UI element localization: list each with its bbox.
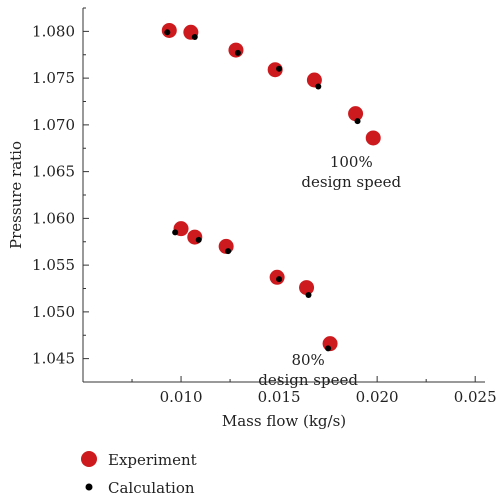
legend-experiment-marker — [81, 451, 97, 467]
calculation-point — [325, 345, 332, 352]
plot-area: 1.045 1.050 1.055 1.060 1.065 1.070 1.075 1.080… — [32, 7, 497, 406]
legend-calculation-marker — [85, 483, 93, 491]
legend-experiment-label: Experiment — [108, 451, 197, 469]
y-axis-label: Pressure ratio — [7, 141, 25, 249]
y-tick-label: 1.075 — [32, 69, 75, 87]
y-tick-label: 1.060 — [32, 209, 75, 227]
calculation-point — [276, 276, 283, 283]
x-tick-label: 0.010 — [160, 388, 203, 406]
annotations: 100% design speed 80% design speed — [258, 153, 401, 389]
y-tick-label: 1.045 — [32, 350, 75, 368]
x-axis-label: Mass flow (kg/s) — [222, 412, 346, 430]
calculation-point — [305, 292, 312, 299]
y-axis-ticks: 1.045 1.050 1.055 1.060 1.065 1.070 1.075 1.080 — [32, 7, 89, 383]
y-tick-label: 1.065 — [32, 163, 75, 181]
y-tick-label: 1.055 — [32, 256, 75, 274]
experiment-point — [365, 130, 381, 146]
calculation-point — [195, 236, 202, 243]
calculation-point — [276, 65, 283, 72]
y-tick-label: 1.070 — [32, 116, 75, 134]
x-tick-label: 0.015 — [258, 388, 301, 406]
calculation-point — [164, 29, 171, 36]
y-tick-label: 1.080 — [32, 22, 75, 40]
calculation-point — [191, 33, 198, 40]
experiment-point — [228, 42, 244, 58]
legend-calculation-label: Calculation — [108, 479, 195, 497]
annotation-design-speed: design speed — [301, 173, 401, 191]
experiment-point — [348, 106, 364, 122]
calculation-point — [225, 248, 232, 255]
y-tick-label: 1.050 — [32, 303, 75, 321]
x-axis-ticks: 0.010 0.015 0.020 0.025 — [131, 376, 497, 406]
annotation-design-speed: design speed — [258, 371, 358, 389]
experiment-point — [299, 280, 315, 296]
calculation-point — [315, 83, 322, 90]
calculation-series — [164, 29, 361, 352]
calculation-point — [172, 229, 179, 236]
x-tick-label: 0.025 — [454, 388, 497, 406]
annotation-speed-percent: 80% — [291, 351, 324, 369]
legend: Experiment Calculation — [81, 451, 197, 497]
calculation-point — [234, 49, 241, 56]
calculation-point — [354, 118, 361, 125]
annotation-speed-percent: 100% — [330, 153, 373, 171]
x-tick-label: 0.020 — [356, 388, 399, 406]
